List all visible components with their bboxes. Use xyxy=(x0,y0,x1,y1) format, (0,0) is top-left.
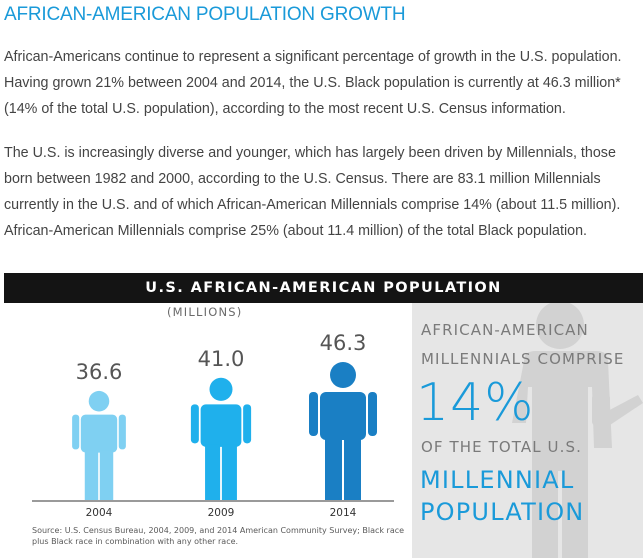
callout-percentage: 14% xyxy=(416,373,535,433)
person-left-leg xyxy=(84,450,99,500)
callout-line-2: MILLENNIALS COMPRISE xyxy=(421,350,625,368)
source-note: Source: U.S. Census Bureau, 2004, 2009, … xyxy=(32,526,405,546)
callout-line-4: OF THE TOTAL U.S. xyxy=(421,438,582,456)
person-left-arm xyxy=(190,404,199,444)
category-label-2009: 2009 xyxy=(208,507,235,518)
article-heading: AFRICAN-AMERICAN POPULATION GROWTH xyxy=(4,4,406,25)
person-right-leg xyxy=(99,450,114,500)
callout-emphasis-2: POPULATION xyxy=(420,498,585,526)
person-torso xyxy=(320,392,366,440)
callout-line-1: AFRICAN-AMERICAN xyxy=(421,321,589,339)
callout-emphasis-1: MILLENNIAL xyxy=(420,466,575,494)
chart-svg: 36.6 2004 41.0 2009 46.3 2014 xyxy=(72,331,377,518)
millennial-callout: AFRICAN-AMERICAN MILLENNIALS COMPRISE 14… xyxy=(412,303,643,558)
unit-label: (MILLIONS) xyxy=(167,305,243,319)
person-right-arm xyxy=(368,392,377,436)
person-left-arm xyxy=(72,414,80,450)
paragraph-1: African-Americans continue to represent … xyxy=(4,49,622,117)
person-head xyxy=(330,362,356,388)
person-head xyxy=(88,390,110,412)
infographic-banner: U.S. AFRICAN-AMERICAN POPULATION xyxy=(4,273,643,303)
person-right-leg xyxy=(344,438,361,500)
value-label-2014: 46.3 xyxy=(320,331,367,355)
value-label-2009: 41.0 xyxy=(198,347,245,371)
person-bar-2004 xyxy=(72,390,126,500)
value-label-2004: 36.6 xyxy=(76,360,123,384)
person-with-phone-icon xyxy=(512,303,643,558)
person-left-leg xyxy=(205,444,221,500)
person-left-arm xyxy=(309,392,318,436)
person-bar-2014 xyxy=(309,362,377,500)
person-right-leg xyxy=(221,444,237,500)
person-head xyxy=(209,377,233,401)
chart-baseline xyxy=(32,500,394,502)
paragraph-2: The U.S. is increasingly diverse and you… xyxy=(4,145,621,239)
person-right-arm xyxy=(243,404,252,444)
person-torso xyxy=(80,414,118,453)
population-chart: (MILLIONS) 36.6 2004 41.0 2009 46.3 2014 Sour… xyxy=(4,303,412,558)
person-right-arm xyxy=(118,414,126,450)
person-left-leg xyxy=(325,438,342,500)
category-label-2014: 2014 xyxy=(330,507,357,518)
person-torso xyxy=(200,404,242,447)
category-label-2004: 2004 xyxy=(86,507,113,518)
person-bar-2009 xyxy=(190,377,252,500)
population-infographic: U.S. AFRICAN-AMERICAN POPULATION (MILLIO… xyxy=(4,265,643,558)
